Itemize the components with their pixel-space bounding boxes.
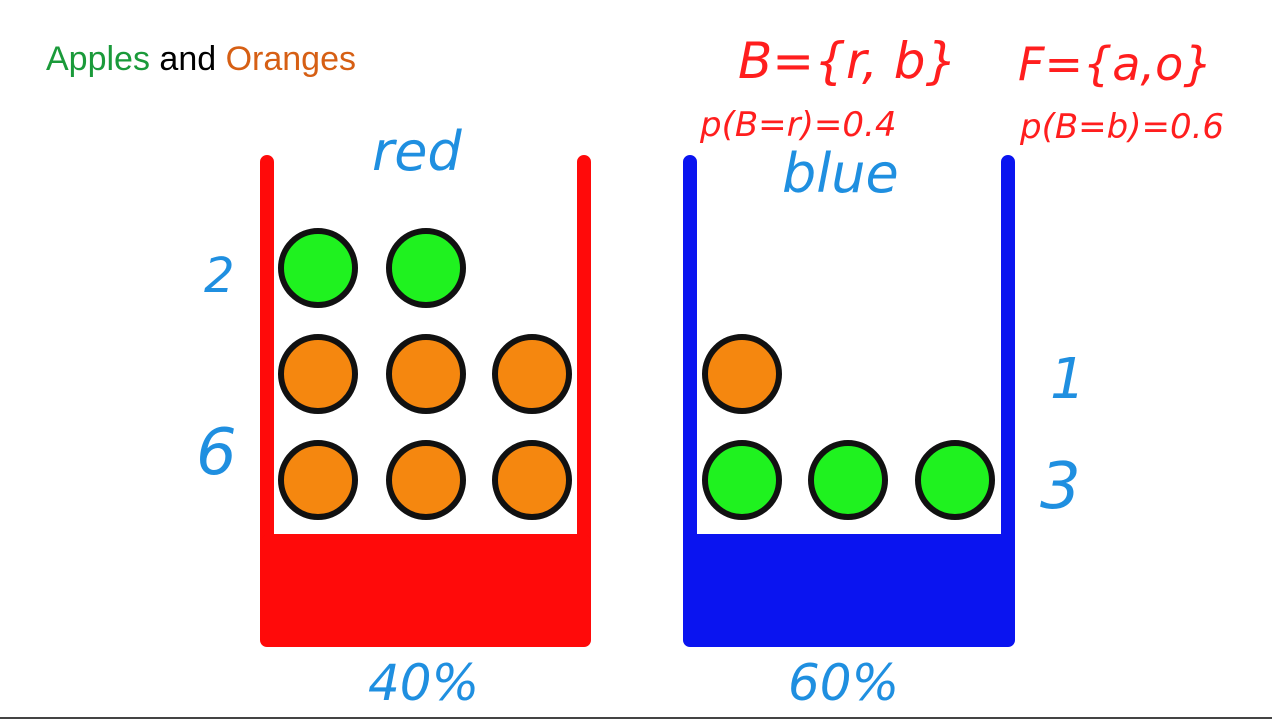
- blue-orange-count: 1: [1050, 347, 1086, 412]
- title-apples: Apples: [46, 40, 150, 78]
- blue-box-base: [684, 534, 1015, 646]
- red-box-orange: [386, 440, 466, 520]
- title-and: and: [149, 40, 226, 78]
- red-box-percent: 40%: [368, 654, 479, 712]
- red-box-orange: [492, 440, 572, 520]
- red-box-label: red: [372, 120, 462, 183]
- blue-box: [683, 155, 1015, 647]
- blue-box-orange: [702, 334, 782, 414]
- red-box-apple: [278, 228, 358, 308]
- red-orange-count: 6: [196, 416, 237, 490]
- red-box-orange: [278, 334, 358, 414]
- set-b-annotation: B={r, b}: [738, 32, 957, 90]
- set-f-annotation: F={a,o}: [1018, 37, 1213, 91]
- red-box-orange: [386, 334, 466, 414]
- prob-red-annotation: p(B=r)=0.4: [699, 105, 896, 145]
- red-box-orange: [278, 440, 358, 520]
- blue-box-apple: [808, 440, 888, 520]
- blue-apple-count: 3: [1040, 450, 1081, 524]
- red-apple-count: 2: [204, 248, 235, 304]
- red-box: [260, 155, 591, 647]
- prob-blue-annotation: p(B=b)=0.6: [1019, 107, 1224, 147]
- red-box-orange: [492, 334, 572, 414]
- red-box-apple: [386, 228, 466, 308]
- red-box-base: [261, 534, 591, 646]
- blue-box-apple: [915, 440, 995, 520]
- slide-title: Apples and Oranges: [46, 40, 356, 79]
- blue-box-percent: 60%: [788, 654, 899, 712]
- blue-box-label: blue: [782, 142, 899, 205]
- title-oranges: Oranges: [225, 40, 356, 78]
- blue-box-apple: [702, 440, 782, 520]
